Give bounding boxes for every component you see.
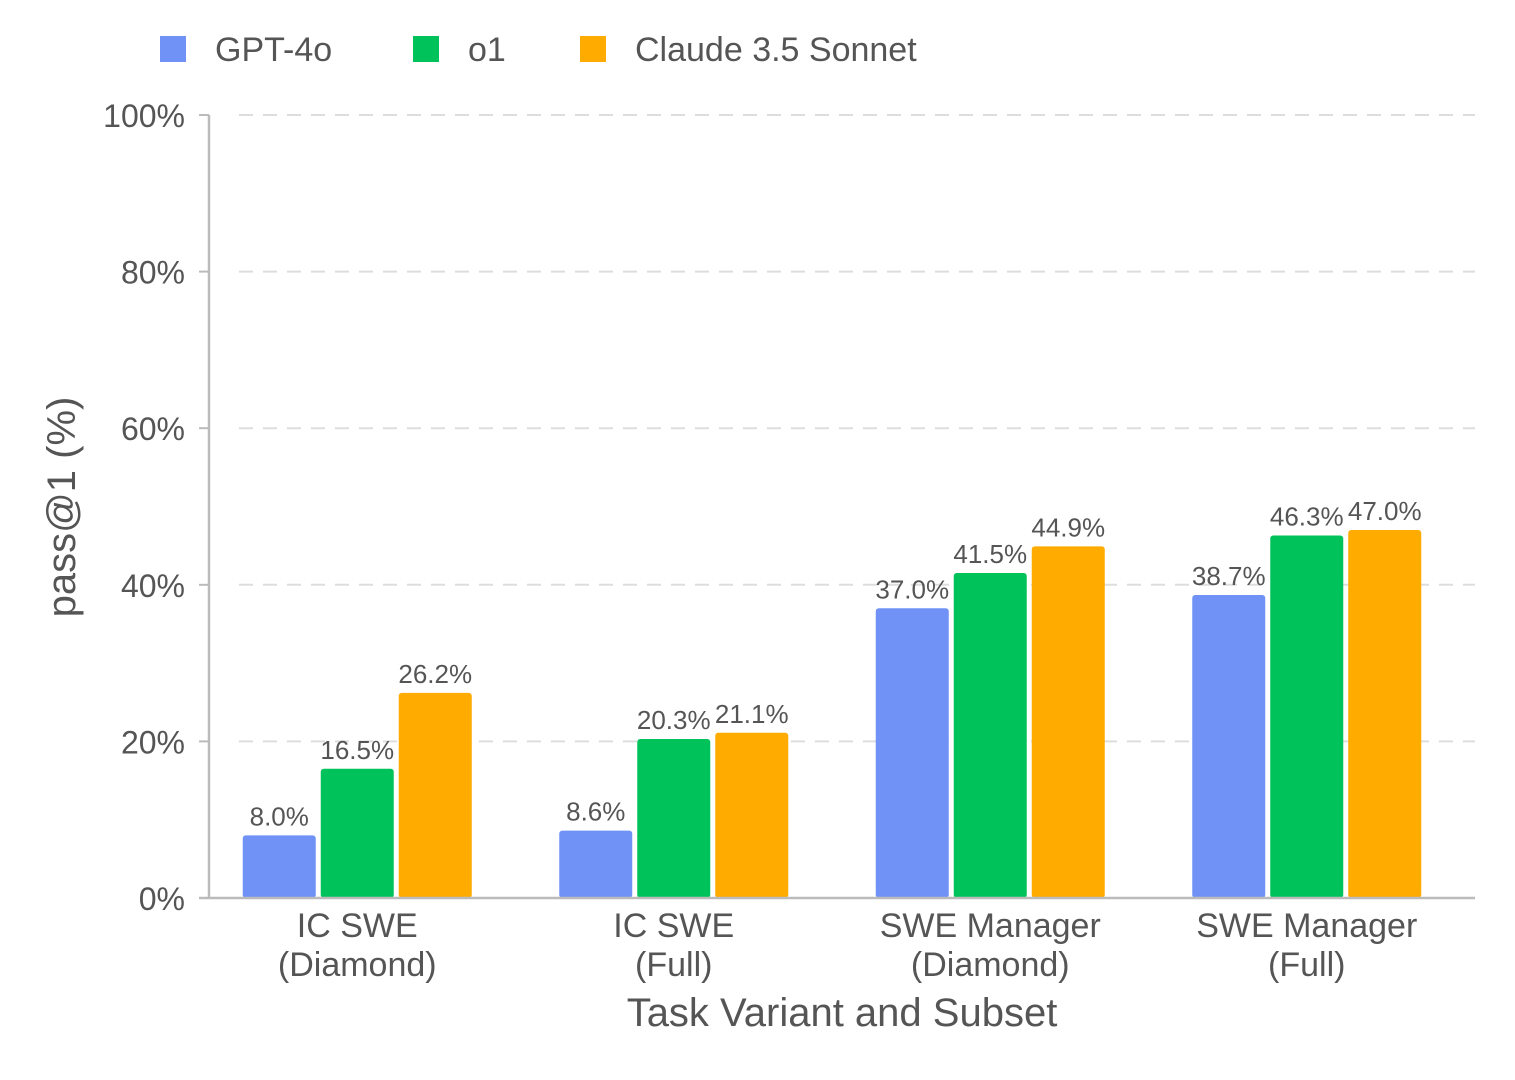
x-tick-label: SWE Manager: [880, 907, 1101, 945]
bar: [715, 732, 789, 898]
data-label: 41.5%: [953, 539, 1027, 569]
y-tick-label: 40%: [121, 568, 185, 604]
bar: [953, 573, 1027, 898]
x-tick-label: (Full): [1268, 946, 1345, 984]
bar: [398, 692, 472, 898]
bar: [1270, 535, 1344, 898]
data-label: 20.3%: [637, 705, 711, 735]
bar: [1348, 529, 1422, 898]
legend-label: Claude 3.5 Sonnet: [635, 31, 917, 69]
x-tick-label: (Diamond): [911, 946, 1070, 984]
data-label: 8.0%: [250, 801, 309, 831]
y-tick-label: 20%: [121, 724, 185, 760]
legend-swatch: [580, 36, 606, 62]
x-tick-label: SWE Manager: [1196, 907, 1417, 945]
bar: [242, 835, 316, 898]
y-tick-label: 0%: [139, 881, 185, 917]
legend-label: o1: [468, 31, 506, 69]
data-label: 37.0%: [875, 574, 949, 604]
y-tick-label: 100%: [103, 98, 185, 134]
legend-label: GPT-4o: [215, 31, 332, 69]
x-tick-label: (Full): [635, 946, 712, 984]
data-label: 16.5%: [320, 735, 394, 765]
data-label: 44.9%: [1031, 512, 1105, 542]
data-label: 46.3%: [1270, 501, 1344, 531]
y-axis-label: pass@1 (%): [40, 397, 84, 618]
data-label: 47.0%: [1348, 496, 1422, 526]
legend-swatch: [413, 36, 439, 62]
x-axis-label: Task Variant and Subset: [627, 991, 1058, 1035]
data-label: 21.1%: [715, 699, 789, 729]
bar: [637, 739, 711, 898]
bar: [559, 830, 633, 898]
bar: [320, 768, 394, 898]
legend-swatch: [160, 36, 186, 62]
y-tick-label: 60%: [121, 411, 185, 447]
y-tick-label: 80%: [121, 255, 185, 291]
bar: [875, 608, 949, 898]
x-tick-label: IC SWE: [613, 907, 734, 945]
data-label: 38.7%: [1192, 561, 1266, 591]
x-tick-label: IC SWE: [297, 907, 418, 945]
bar: [1192, 594, 1266, 898]
data-label: 26.2%: [398, 659, 472, 689]
bar: [1031, 546, 1105, 898]
x-tick-label: (Diamond): [278, 946, 437, 984]
data-label: 8.6%: [566, 797, 625, 827]
